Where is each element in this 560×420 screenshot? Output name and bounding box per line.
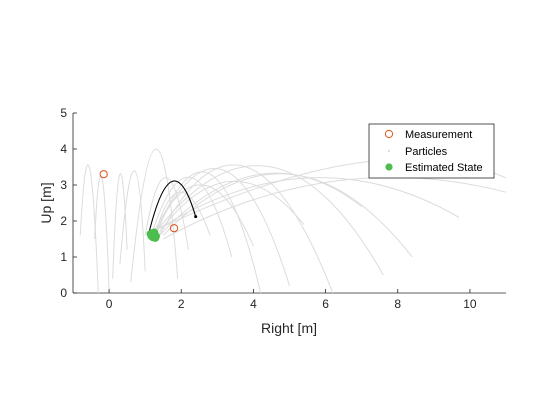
particle-trajectory [79, 164, 99, 294]
particle-trajectory [162, 176, 507, 240]
measurement-point [169, 224, 179, 233]
particle-trajectory [130, 148, 179, 283]
legend-particles-label: Particles [405, 146, 448, 158]
x-tick-label: 0 [106, 297, 113, 311]
legend-particles-marker [387, 149, 391, 153]
y-tick-label: 2 [60, 214, 67, 228]
axes-box [72, 113, 506, 294]
x-tick-label: 10 [463, 297, 477, 311]
particle-trajectory [155, 168, 290, 286]
particle-trajectory [159, 164, 334, 294]
measurement-layer [99, 170, 179, 233]
legend-measurement-marker [384, 129, 394, 139]
particle-trajectory [151, 184, 254, 247]
legend: Measurement Particles Estimated State [368, 123, 495, 179]
estimated-state-point [151, 233, 160, 242]
particle-trajectory [119, 170, 146, 272]
trajectory-end-point [194, 215, 198, 219]
particle-trajectory [155, 191, 211, 236]
y-tick-label: 0 [60, 286, 67, 300]
x-axis-ticks: 0 2 4 6 8 10 [106, 289, 477, 311]
particles-layer [79, 148, 507, 294]
measurement-point [99, 170, 108, 179]
x-axis-label: Right [m] [261, 320, 317, 336]
particle-trajectory [155, 171, 262, 294]
estimated-trajectory-line [148, 180, 197, 234]
y-tick-label: 3 [60, 178, 67, 192]
x-tick-label: 8 [394, 297, 401, 311]
estimate-layer [146, 180, 198, 242]
y-tick-label: 4 [60, 142, 67, 156]
legend-estimate-marker [385, 163, 393, 171]
particle-trajectory [144, 177, 189, 250]
y-axis-ticks: 0 1 2 3 4 5 [60, 106, 77, 300]
y-tick-label: 1 [60, 250, 67, 264]
particle-trajectory [159, 177, 460, 229]
legend-estimate-label: Estimated State [405, 162, 483, 174]
x-tick-label: 6 [322, 297, 329, 311]
particle-trajectory [155, 165, 384, 276]
x-tick-label: 4 [250, 297, 257, 311]
particle-trajectory [94, 175, 110, 290]
x-tick-label: 2 [178, 297, 185, 311]
particle-trajectory [112, 173, 128, 279]
particle-trajectory [159, 172, 362, 236]
y-axis-label: Up [m] [38, 182, 54, 223]
y-tick-label: 5 [60, 106, 67, 120]
legend-measurement-label: Measurement [405, 129, 472, 141]
